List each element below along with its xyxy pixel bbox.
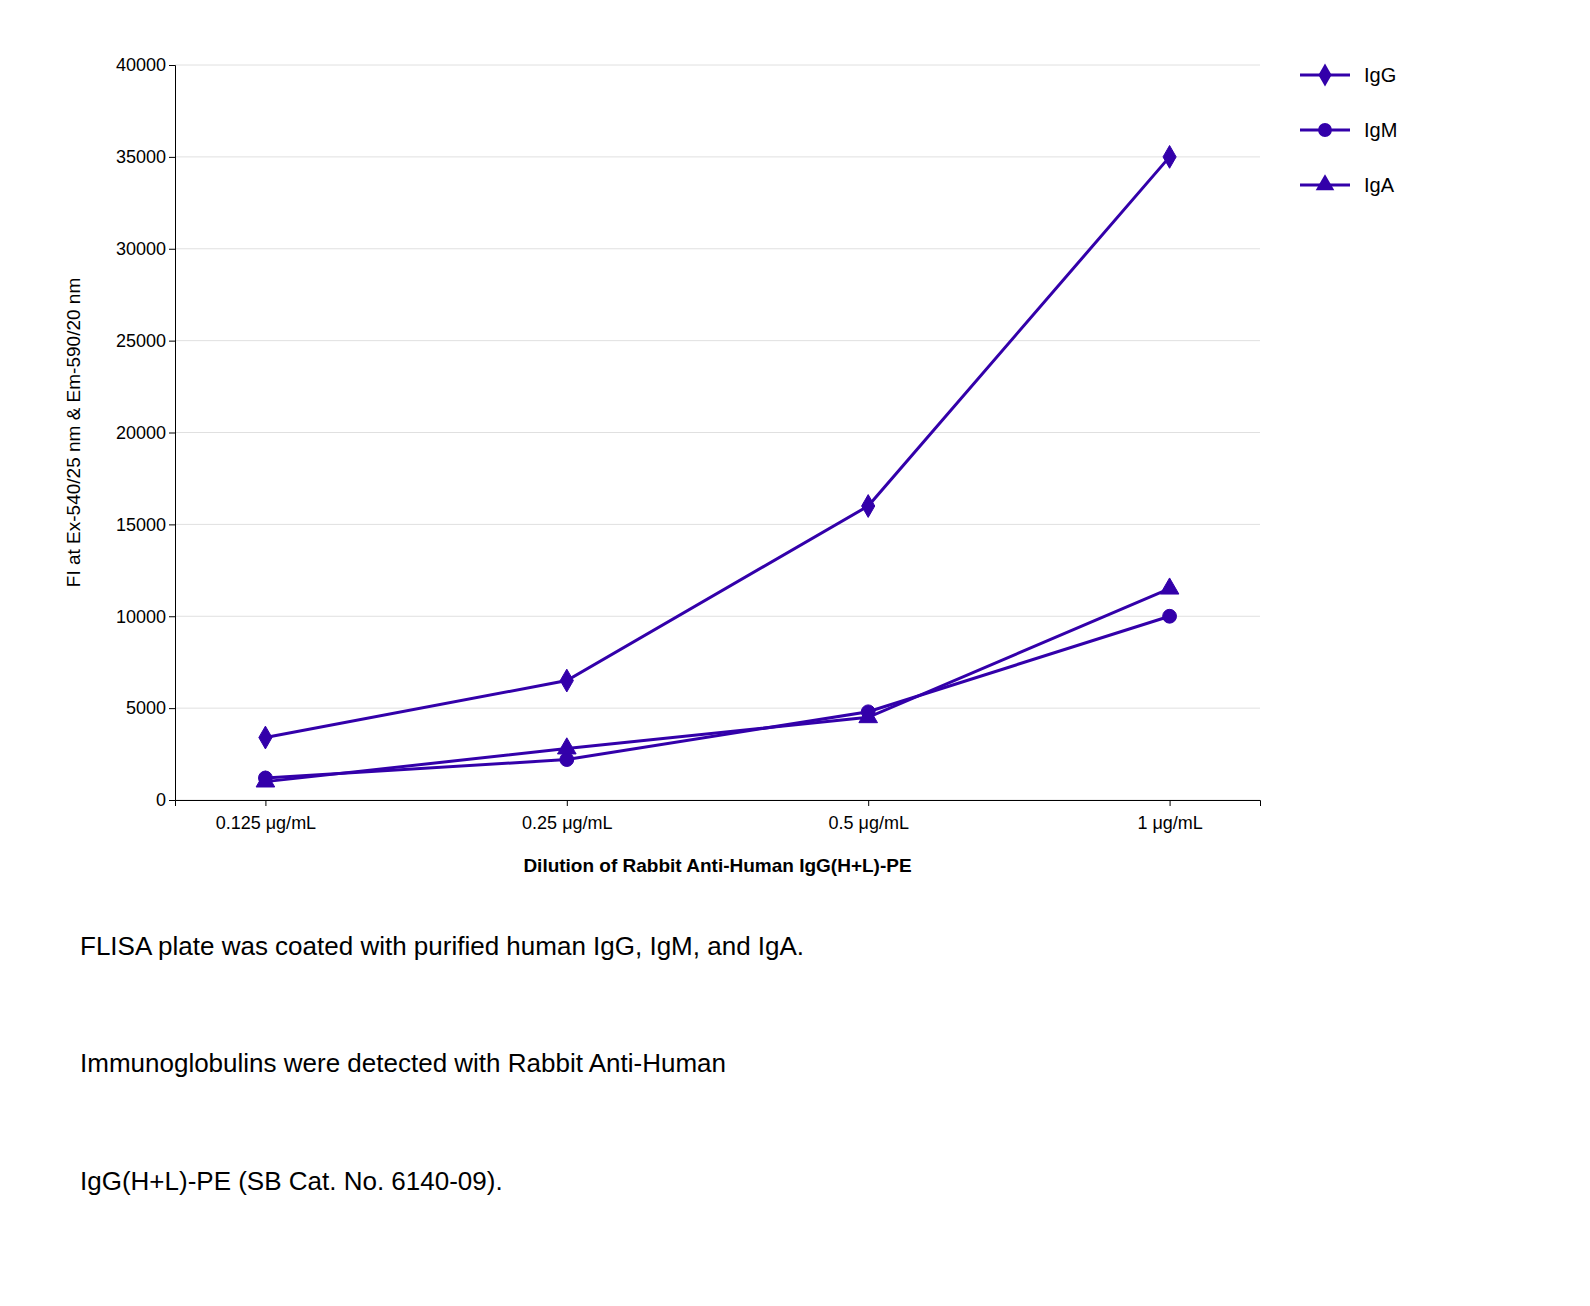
- y-tick-mark: [169, 708, 175, 709]
- legend-marker: [1318, 64, 1331, 87]
- series-marker: [1160, 578, 1179, 594]
- series-marker: [557, 738, 576, 754]
- y-tick-label: 30000: [116, 239, 166, 259]
- x-tick-label: 0.25 μg/mL: [522, 813, 612, 833]
- y-tick-label: 20000: [116, 423, 166, 443]
- y-tick-label: 10000: [116, 607, 166, 627]
- series-marker: [1163, 609, 1177, 623]
- x-axis-line: [176, 801, 1261, 807]
- y-tick: 35000: [116, 147, 175, 167]
- y-tick-mark: [169, 616, 175, 617]
- y-tick-label: 15000: [116, 515, 166, 535]
- y-tick: 0: [156, 790, 175, 810]
- y-tick: 5000: [126, 698, 175, 718]
- series-marker: [560, 669, 573, 692]
- x-tick: 1 μg/mL: [1137, 800, 1202, 833]
- grid-line: [175, 708, 1260, 709]
- legend-label: IgA: [1364, 174, 1395, 196]
- grid-line: [175, 432, 1260, 433]
- grid-line: [175, 340, 1260, 341]
- y-tick-label: 40000: [116, 55, 166, 75]
- x-tick-mark: [265, 800, 266, 806]
- y-tick-mark: [169, 341, 175, 342]
- x-tick-mark: [1170, 800, 1171, 806]
- caption: Immunoglobulins were detected with Rabbi…: [80, 1048, 726, 1078]
- caption: FLISA plate was coated with purified hum…: [80, 931, 804, 961]
- series-marker: [256, 771, 275, 787]
- x-tick-mark: [567, 800, 568, 806]
- y-tick: 30000: [116, 239, 175, 259]
- x-tick: 0.25 μg/mL: [522, 800, 612, 833]
- legend-marker: [1316, 174, 1335, 190]
- series-marker: [859, 707, 878, 723]
- y-tick: 40000: [116, 55, 175, 75]
- series-marker: [259, 726, 272, 749]
- grid-line: [175, 616, 1260, 617]
- y-axis-line: [169, 66, 176, 801]
- x-axis-title: Dilution of Rabbit Anti-Human IgG(H+L)-P…: [523, 855, 911, 876]
- series-line: [265, 616, 1169, 778]
- x-axis: 0.125 μg/mL 0.25 μg/mL 0.5 μg/mL 1 μg/mL: [176, 800, 1261, 833]
- marks: [256, 145, 1179, 787]
- grid: [175, 65, 1260, 800]
- x-tick-label: 1 μg/mL: [1137, 813, 1202, 833]
- x-tick-mark: [868, 800, 869, 806]
- x-tick-label: 0.125 μg/mL: [216, 813, 316, 833]
- legend-label: IgM: [1364, 119, 1397, 141]
- y-tick-label: 0: [156, 790, 166, 810]
- y-axis-title: FI at Ex-540/25 nm & Em-590/20 nm: [63, 278, 84, 587]
- legend: IgG IgM IgA: [1300, 64, 1397, 196]
- legend-marker: [1318, 123, 1332, 137]
- grid-line: [175, 524, 1260, 525]
- y-tick-mark: [169, 433, 175, 434]
- grid-line: [175, 248, 1260, 249]
- y-axis: 0 5000 10000 15000 20000 25000 30000 35000 40000: [116, 55, 176, 810]
- x-tick: 0.5 μg/mL: [828, 800, 908, 833]
- y-tick: 20000: [116, 423, 175, 443]
- plot: 0 5000 10000 15000 20000 25000 30000 35000 40000…: [116, 55, 1261, 833]
- y-tick-mark: [169, 524, 175, 525]
- series-marker: [1163, 145, 1176, 168]
- series-marker: [862, 495, 875, 518]
- series-line: [265, 589, 1169, 782]
- y-tick-label: 25000: [116, 331, 166, 351]
- y-tick-mark: [169, 800, 175, 801]
- series-marker: [560, 753, 574, 767]
- y-tick-mark: [169, 249, 175, 250]
- y-tick-label: 35000: [116, 147, 166, 167]
- x-tick: 0.125 μg/mL: [216, 800, 316, 833]
- y-tick: 10000: [116, 607, 175, 627]
- x-tick-label: 0.5 μg/mL: [828, 813, 908, 833]
- y-tick: 15000: [116, 515, 175, 535]
- grid-line: [175, 156, 1260, 157]
- grid-line: [175, 65, 1260, 66]
- y-tick-label: 5000: [126, 698, 166, 718]
- caption: IgG(H+L)-PE (SB Cat. No. 6140-09).: [80, 1166, 503, 1196]
- chart: 0 5000 10000 15000 20000 25000 30000 35000 40000…: [0, 0, 1590, 1306]
- legend-label: IgG: [1364, 64, 1396, 86]
- y-tick-mark: [169, 65, 175, 66]
- legend-item: IgA: [1300, 174, 1395, 196]
- legend-item: IgG: [1300, 64, 1396, 87]
- y-tick-mark: [169, 157, 175, 158]
- y-tick: 25000: [116, 331, 175, 351]
- legend-item: IgM: [1300, 119, 1397, 141]
- series-line: [265, 157, 1169, 738]
